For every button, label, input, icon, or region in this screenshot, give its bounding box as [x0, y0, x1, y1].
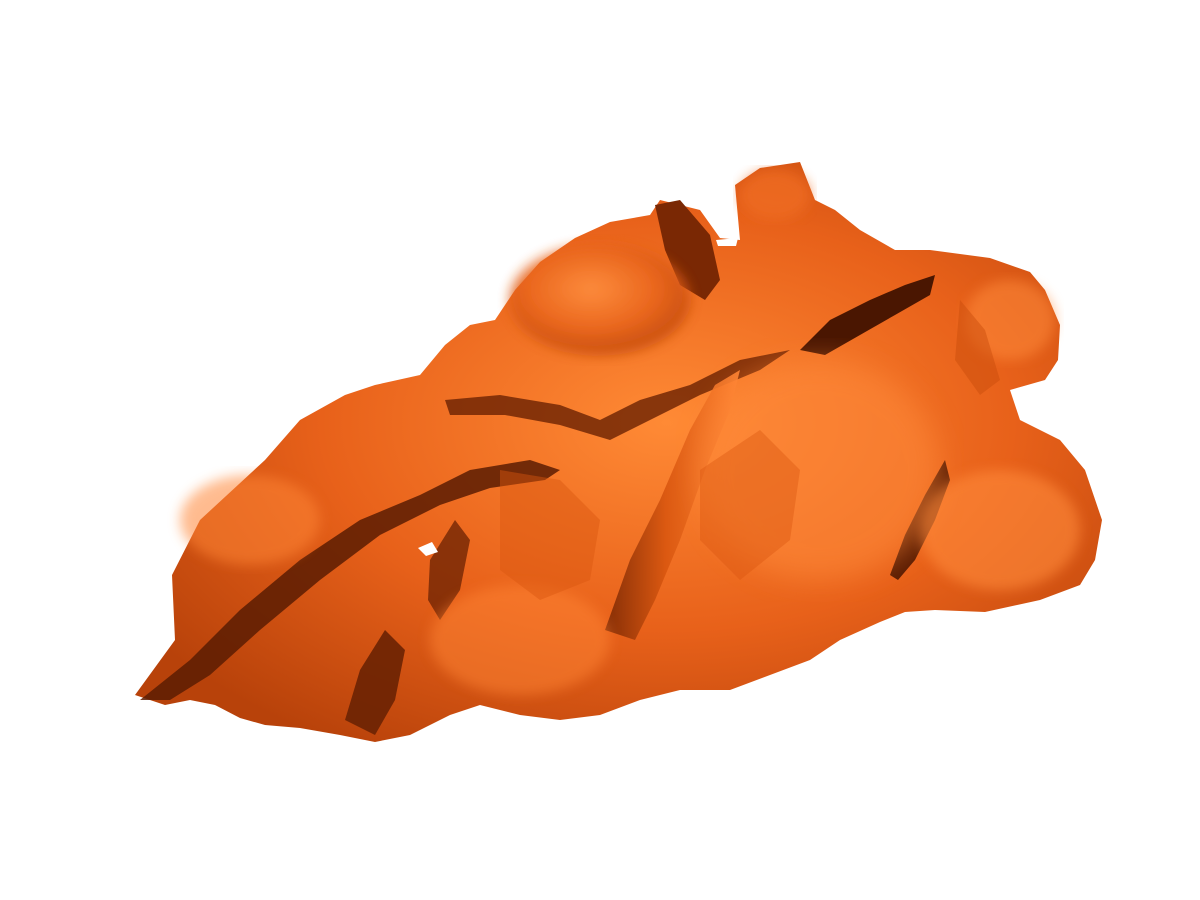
shadow-crease-upper — [445, 350, 790, 440]
facet-mid-2 — [700, 430, 800, 580]
facet-mid-3 — [955, 300, 1000, 395]
highlight-lobe-top — [510, 245, 690, 355]
shadow-flap-right — [800, 275, 935, 355]
highlight-lobe-center — [700, 360, 940, 580]
highlight-lobe-left — [180, 475, 320, 565]
gap-hole-2 — [716, 238, 738, 246]
highlight-lobe-top-bump — [740, 170, 810, 220]
shadow-crease-diagonal — [140, 460, 560, 700]
shadow-notch-mid — [428, 520, 470, 620]
highlight-lobe-bottom — [430, 585, 610, 695]
shadow-notch-left — [345, 630, 405, 735]
gap-hole-1 — [418, 542, 438, 556]
shadow-flap-top — [655, 200, 720, 300]
highlight-lobe-right — [920, 470, 1080, 590]
facet-mid-1 — [500, 470, 600, 600]
highlight-lobe-upper-right — [965, 280, 1055, 360]
